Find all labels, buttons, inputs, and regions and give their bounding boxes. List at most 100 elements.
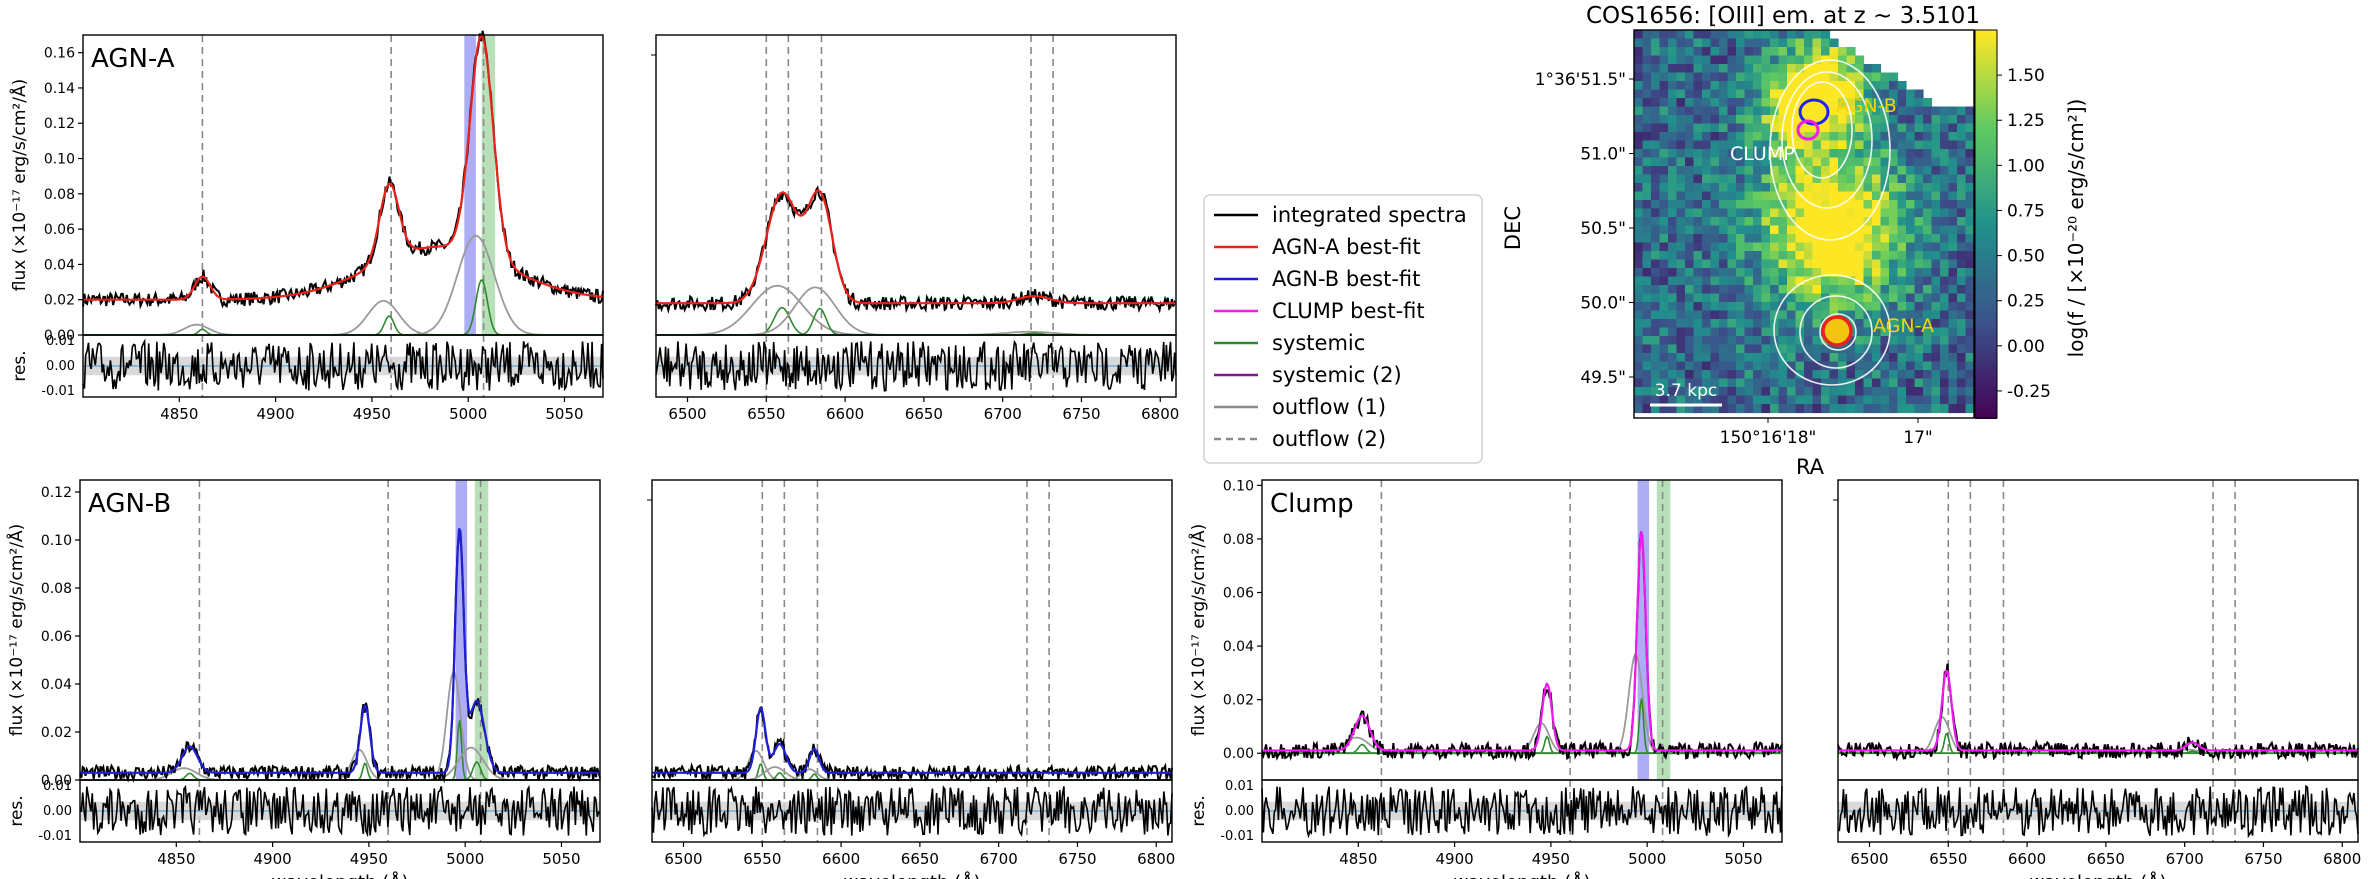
map-pixel bbox=[1880, 89, 1890, 99]
map-pixel bbox=[1753, 183, 1763, 193]
map-pixel bbox=[1727, 378, 1737, 388]
map-pixel bbox=[1821, 310, 1831, 320]
map-pixel bbox=[1685, 268, 1695, 278]
colorbar-segment bbox=[1975, 76, 1997, 82]
map-pixel bbox=[1761, 327, 1771, 337]
map-pixel bbox=[1863, 370, 1873, 380]
map-pixel bbox=[1940, 378, 1950, 388]
map-pixel bbox=[1829, 370, 1839, 380]
colorbar-segment bbox=[1975, 196, 1997, 202]
res-tick-label: 0.00 bbox=[1225, 804, 1254, 819]
colorbar-segment bbox=[1975, 80, 1997, 86]
map-pixel bbox=[1914, 268, 1924, 278]
map-pixel bbox=[1736, 234, 1746, 244]
map-pixel bbox=[1778, 174, 1788, 184]
map-pixel bbox=[1965, 234, 1975, 244]
map-pixel bbox=[1957, 395, 1967, 405]
map-pixel bbox=[1651, 310, 1661, 320]
map-pixel bbox=[1965, 276, 1975, 286]
map-pixel bbox=[1761, 208, 1771, 218]
map-pixel bbox=[1642, 47, 1652, 57]
map-pixel bbox=[1778, 72, 1788, 82]
map-pixel bbox=[1736, 361, 1746, 371]
map-pixel bbox=[1761, 319, 1771, 329]
map-pixel bbox=[1642, 370, 1652, 380]
map-pixel bbox=[1846, 174, 1856, 184]
map-pixel bbox=[1685, 89, 1695, 99]
colorbar-segment bbox=[1975, 344, 1997, 350]
res-tick-label: 0.01 bbox=[1225, 779, 1254, 794]
map-pixel bbox=[1710, 285, 1720, 295]
map-pixel bbox=[1719, 251, 1729, 261]
map-pixel bbox=[1804, 234, 1814, 244]
colorbar-segment bbox=[1975, 231, 1997, 237]
map-pixel bbox=[1676, 378, 1686, 388]
map-pixel bbox=[1812, 174, 1822, 184]
map-pixel bbox=[1889, 361, 1899, 371]
colorbar-segment bbox=[1975, 103, 1997, 109]
map-pixel bbox=[1897, 115, 1907, 125]
map-pixel bbox=[1736, 38, 1746, 48]
map-pixel bbox=[1787, 174, 1797, 184]
map-pixel bbox=[1668, 353, 1678, 363]
map-pixel bbox=[1821, 370, 1831, 380]
x-tick-label: 6550 bbox=[743, 850, 781, 868]
map-pixel bbox=[1838, 404, 1848, 414]
map-pixel bbox=[1668, 259, 1678, 269]
x-tick-label: 6600 bbox=[826, 405, 864, 423]
map-pixel bbox=[1846, 225, 1856, 235]
best-fit-line bbox=[652, 707, 1172, 774]
map-pixel bbox=[1812, 30, 1822, 40]
map-pixel bbox=[1727, 234, 1737, 244]
map-pixel bbox=[1642, 387, 1652, 397]
map-pixel bbox=[1659, 72, 1669, 82]
colorbar-segment bbox=[1975, 317, 1997, 322]
map-pixel bbox=[1812, 81, 1822, 91]
map-pixel bbox=[1787, 276, 1797, 286]
colorbar-tick-label: 0.25 bbox=[2007, 292, 2045, 312]
map-pixel bbox=[1872, 259, 1882, 269]
colorbar-segment bbox=[1975, 64, 1997, 70]
map-pixel bbox=[1736, 336, 1746, 346]
map-pixel bbox=[1710, 259, 1720, 269]
map-pixel bbox=[1897, 293, 1907, 303]
map-pixel bbox=[1940, 259, 1950, 269]
map-pixel bbox=[1931, 242, 1941, 252]
map-pixel bbox=[1753, 378, 1763, 388]
map-pixel bbox=[1897, 166, 1907, 176]
map-pixel bbox=[1753, 64, 1763, 74]
map-pixel bbox=[1634, 378, 1644, 388]
map-pixel bbox=[1795, 174, 1805, 184]
map-pixel bbox=[1668, 319, 1678, 329]
residual-line bbox=[1837, 784, 2359, 839]
map-pixel bbox=[1719, 319, 1729, 329]
map-pixel bbox=[1838, 55, 1848, 65]
map-pixel bbox=[1846, 319, 1856, 329]
map-pixel bbox=[1719, 132, 1729, 142]
map-pixel bbox=[1812, 217, 1822, 227]
map-pixel bbox=[1897, 140, 1907, 150]
map-pixel bbox=[1846, 344, 1856, 354]
x-tick-label: 6650 bbox=[905, 405, 943, 423]
map-pixel bbox=[1889, 200, 1899, 210]
map-pixel bbox=[1634, 370, 1644, 380]
best-fit-line bbox=[83, 34, 604, 301]
map-pixel bbox=[1804, 217, 1814, 227]
map-pixel bbox=[1787, 106, 1797, 116]
map-pixel bbox=[1804, 395, 1814, 405]
map-pixel bbox=[1965, 395, 1975, 405]
map-pixel bbox=[1651, 106, 1661, 116]
map-pixel bbox=[1821, 30, 1831, 40]
colorbar-segment bbox=[1975, 301, 1997, 307]
map-pixel bbox=[1744, 149, 1754, 159]
map-pixel bbox=[1889, 251, 1899, 261]
clump-aperture bbox=[1796, 119, 1820, 141]
map-pixel bbox=[1634, 327, 1644, 337]
map-pixel bbox=[1897, 225, 1907, 235]
map-pixel bbox=[1821, 183, 1831, 193]
map-pixel bbox=[1940, 149, 1950, 159]
map-pixel bbox=[1634, 149, 1644, 159]
map-pixel bbox=[1906, 276, 1916, 286]
colorbar-segment bbox=[1975, 150, 1997, 156]
map-pixel bbox=[1778, 157, 1788, 167]
